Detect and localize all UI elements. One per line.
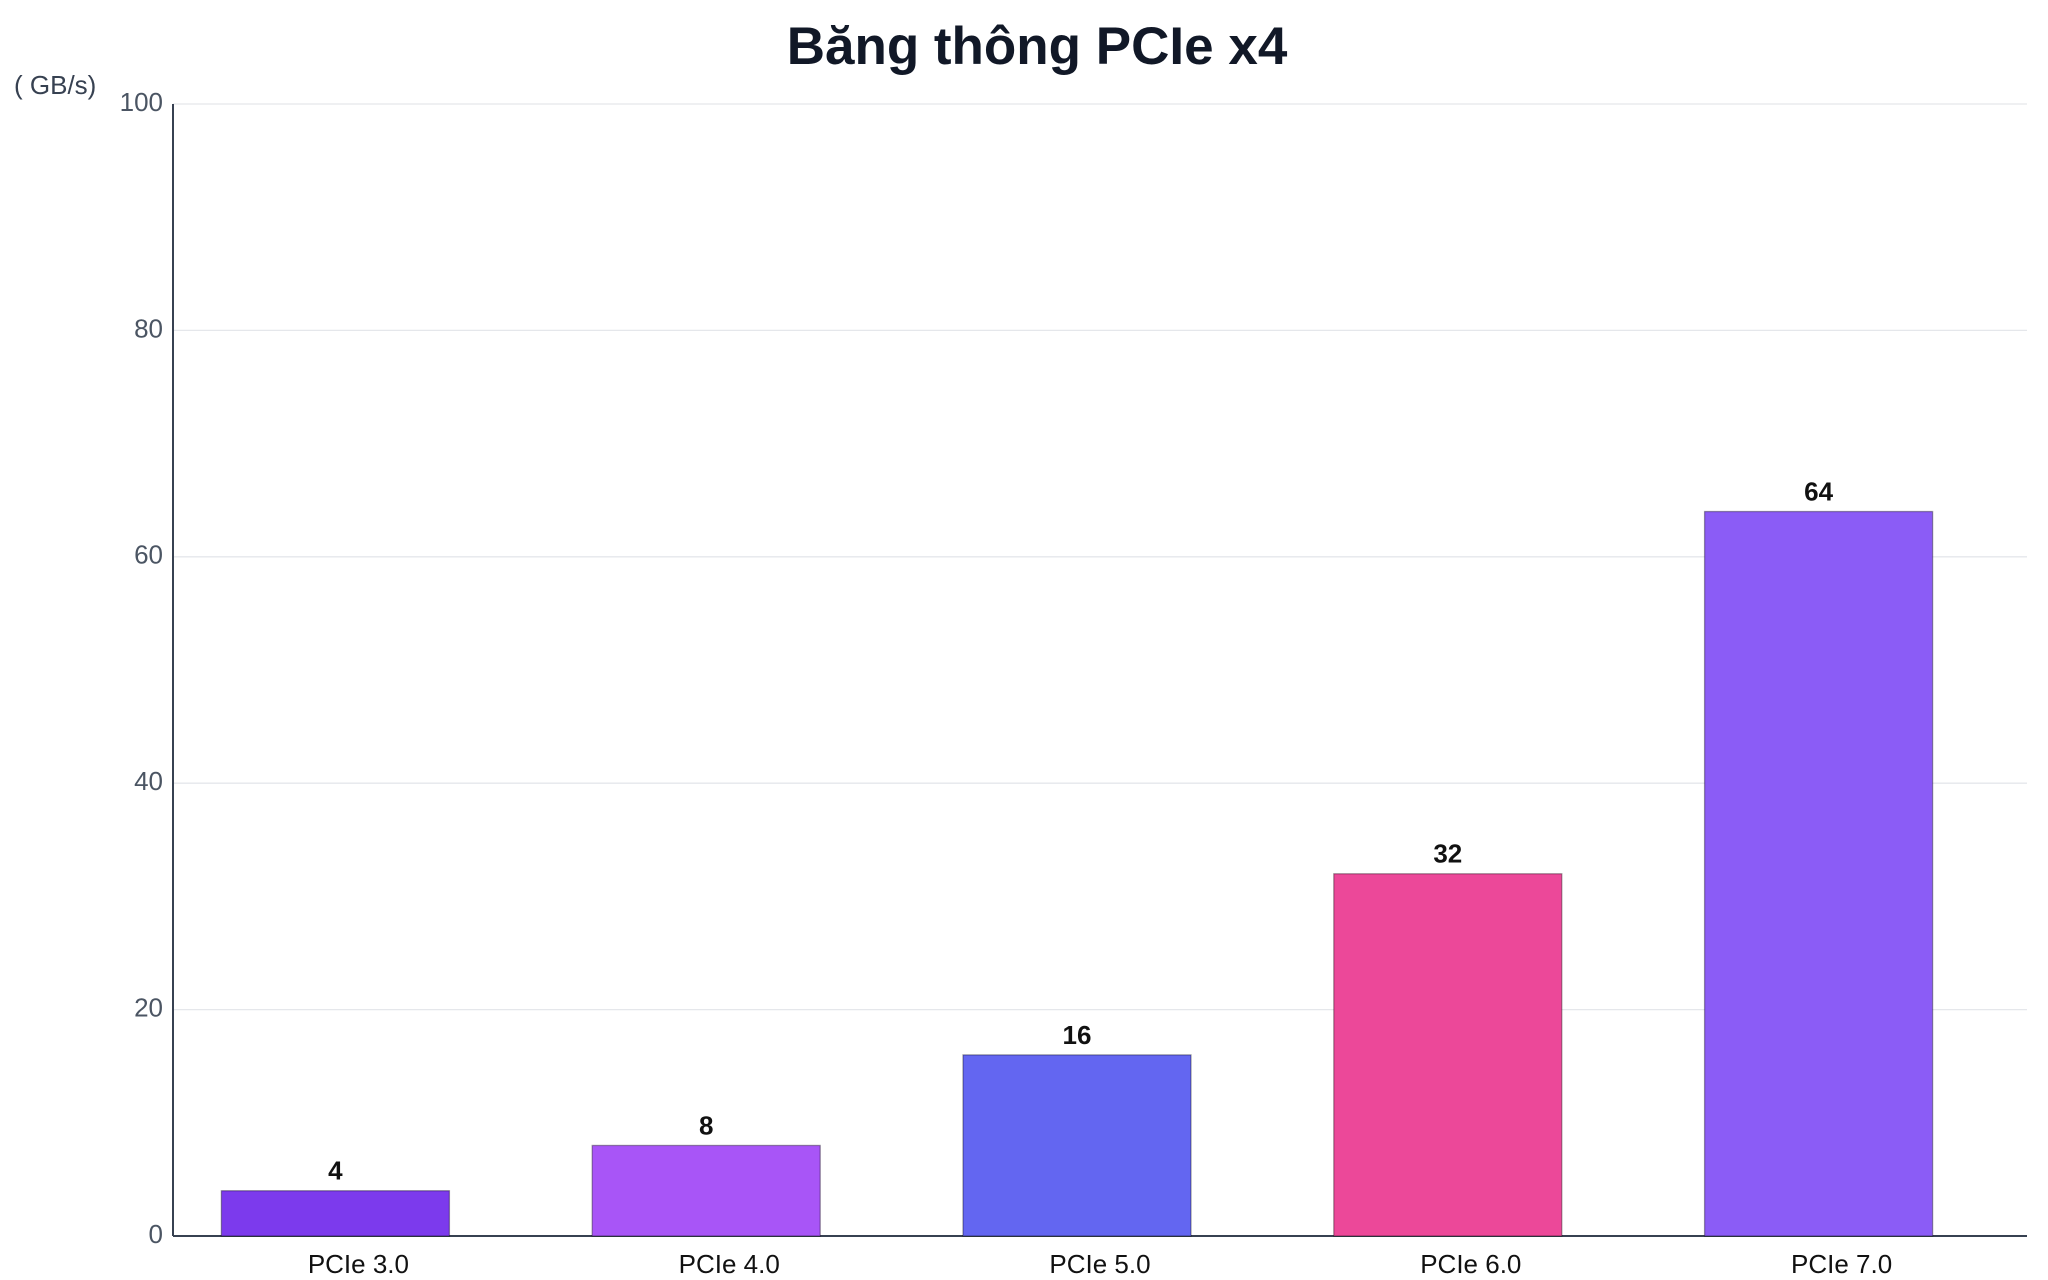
value-label: 32 xyxy=(1433,839,1462,869)
x-tick-label: PCIe 3.0 xyxy=(308,1249,409,1279)
value-label: 4 xyxy=(328,1156,343,1186)
value-label: 16 xyxy=(1063,1020,1092,1050)
value-label: 64 xyxy=(1804,476,1833,506)
x-tick-label: PCIe 4.0 xyxy=(679,1249,780,1279)
bar xyxy=(1333,873,1563,1237)
y-tick-label: 0 xyxy=(149,1219,163,1249)
x-tick-label: PCIe 6.0 xyxy=(1420,1249,1521,1279)
bar xyxy=(220,1190,451,1237)
bar xyxy=(591,1144,821,1237)
y-tick-label: 100 xyxy=(120,87,163,117)
y-tick-label: 40 xyxy=(134,766,163,796)
bar xyxy=(1703,510,1934,1237)
x-tick-label: PCIe 7.0 xyxy=(1791,1249,1892,1279)
y-tick-label: 80 xyxy=(134,313,163,343)
bar xyxy=(962,1054,1192,1237)
x-tick-label: PCIe 5.0 xyxy=(1049,1249,1150,1279)
y-tick-label: 20 xyxy=(134,992,163,1022)
y-axis-label: ( GB/s) xyxy=(14,70,96,100)
y-tick-label: 60 xyxy=(134,540,163,570)
value-label: 8 xyxy=(699,1110,713,1140)
chart-title: Băng thông PCIe x4 xyxy=(787,17,1288,76)
